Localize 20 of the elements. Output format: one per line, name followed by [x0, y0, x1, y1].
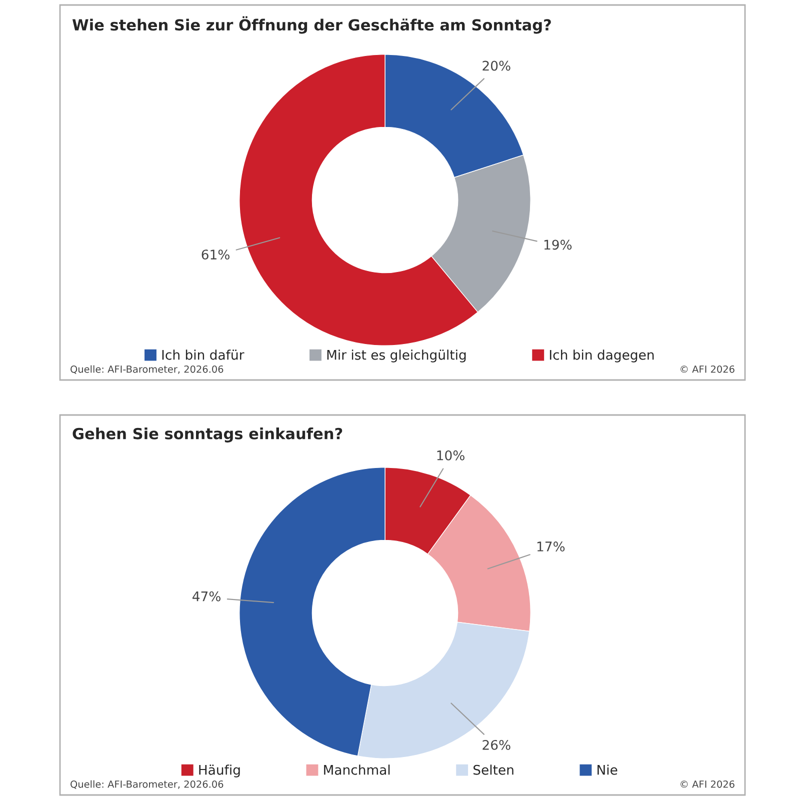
legend-label: Nie [598, 764, 618, 775]
data-label: 26% [482, 740, 510, 750]
legend-label: Selten [474, 764, 514, 775]
source-note: Quelle: AFI-Barometer, 2026.06 [70, 780, 224, 789]
text: © AFI 2026 [680, 365, 734, 373]
data-label: 20% [482, 60, 510, 71]
text: © AFI 2026 [680, 780, 734, 788]
legend-label: Manchmal [324, 764, 390, 775]
legend-label: Mir ist es gleichgültig [327, 350, 466, 362]
chart-title: Gehen Sie sonntags einkaufen? [72, 428, 342, 442]
data-label: 19% [544, 240, 572, 250]
source-note: Quelle: AFI-Barometer, 2026.06 [70, 365, 224, 374]
data-label: 17% [537, 542, 565, 552]
legend-label: Häufig [199, 764, 240, 778]
data-label: 10% [437, 450, 464, 460]
data-label: 61% [202, 250, 230, 260]
chart-title: Wie stehen Sie zur Öffnung der Geschäfte am Sonntag? [72, 16, 551, 34]
legend-label: Ich bin dafür [162, 350, 244, 360]
legend-label: Ich bin dagegen [550, 350, 654, 362]
data-label: 47% [192, 591, 220, 602]
